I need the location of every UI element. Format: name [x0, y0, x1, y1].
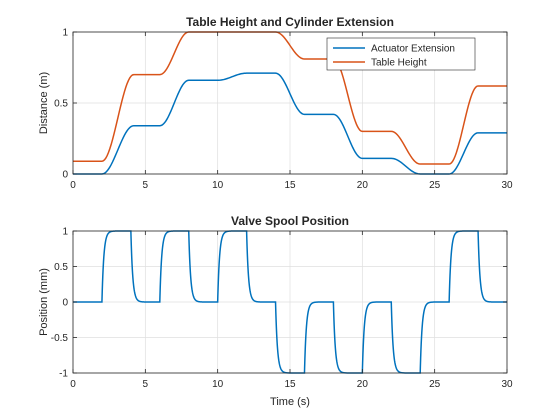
y-tick-label: 0.5: [54, 262, 68, 273]
x-tick-label: 10: [212, 379, 224, 390]
chart-panel-1: 0 5 10 15 20 25 30 0 0.5 1 Table Height and Cylind…: [38, 15, 513, 191]
y-tick-label: 0.5: [54, 99, 68, 110]
y-tick-label: -1: [59, 369, 68, 380]
x-tick-label: 10: [212, 180, 224, 191]
chart-panel-2: 0 5 10 15 20 25 30 -1 -0.5 0 0.5 1 Valve Spool Posit…: [38, 214, 513, 408]
x-tick-label: 30: [501, 379, 513, 390]
x-axis-label: Time (s): [270, 396, 310, 408]
legend-entry-label: Actuator Extension: [371, 44, 455, 55]
x-tick-label: 20: [357, 180, 369, 191]
x-tick-label: 20: [357, 379, 369, 390]
y-tick-label: 1: [62, 227, 68, 238]
y-tick-label: 0: [62, 298, 68, 309]
x-tick-label: 15: [284, 379, 296, 390]
legend: Actuator Extension Table Height: [327, 38, 475, 70]
chart-title: Valve Spool Position: [231, 214, 349, 228]
x-tick-label: 25: [429, 379, 441, 390]
x-tick-label: 5: [143, 180, 149, 191]
x-tick-label: 5: [143, 379, 149, 390]
legend-entry-label: Table Height: [371, 58, 427, 69]
x-tick-label: 0: [70, 180, 76, 191]
y-axis-label: Distance (m): [38, 72, 50, 134]
y-axis-label: Position (mm): [38, 268, 50, 336]
x-tick-label: 30: [501, 180, 513, 191]
x-tick-label: 0: [70, 379, 76, 390]
x-tick-label: 25: [429, 180, 441, 191]
chart-title: Table Height and Cylinder Extension: [186, 15, 394, 29]
x-tick-label: 15: [284, 180, 296, 191]
y-tick-label: 1: [62, 28, 68, 39]
y-tick-label: 0: [62, 170, 68, 181]
y-tick-label: -0.5: [51, 333, 69, 344]
